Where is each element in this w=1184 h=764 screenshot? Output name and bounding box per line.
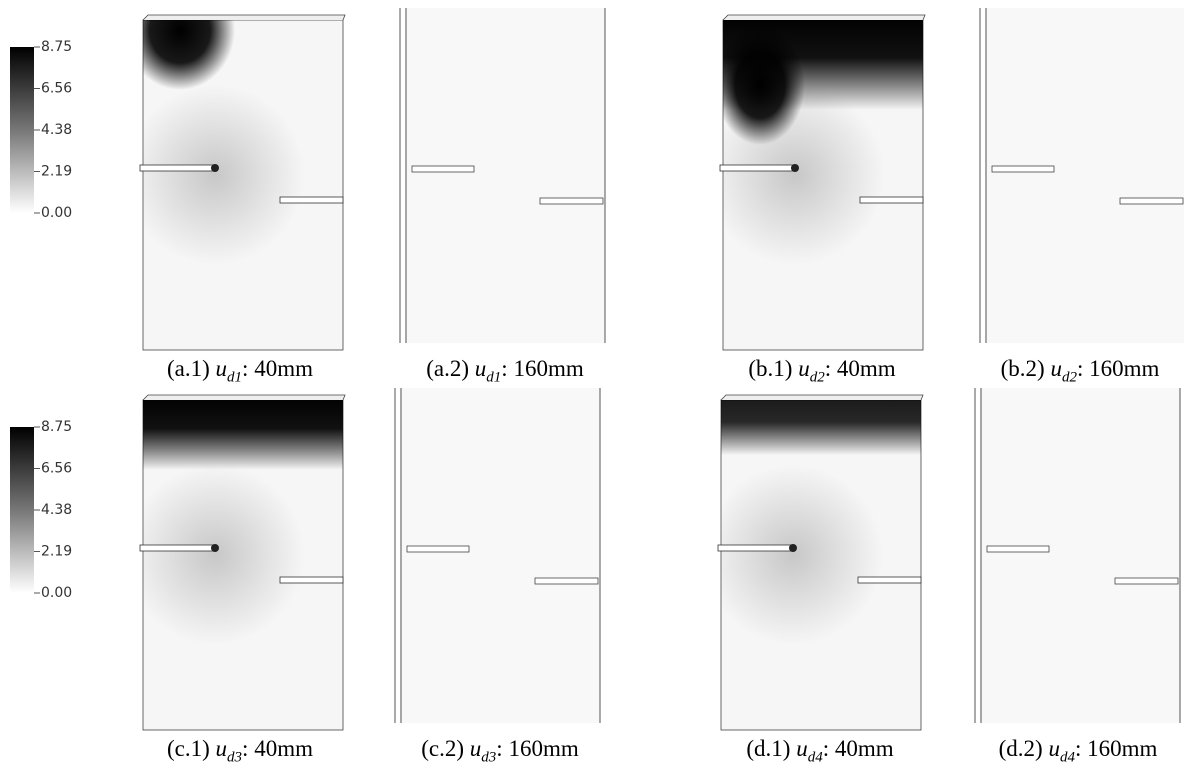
caption-suffix: : 40mm [242, 736, 313, 761]
figure: 8.75 6.56 4.38 2.19 0.00 8.75 6.56 4.38 2.19 0.00… [0, 0, 1184, 764]
caption-subscript: d4 [1060, 750, 1075, 764]
crack [280, 197, 343, 203]
caption: (d.1) ud4: 40mm [746, 736, 893, 764]
crack [407, 546, 469, 552]
colorbar [10, 47, 34, 213]
caption-label: (d.2) [999, 736, 1043, 761]
caption-subscript: d3 [227, 750, 242, 764]
caption-label: (b.2) [1001, 356, 1045, 381]
crack [987, 546, 1049, 552]
colorbar-tick-label: 0.00 [41, 205, 72, 221]
crack-tip [789, 544, 797, 552]
caption-subscript: d1 [227, 370, 242, 386]
caption-symbol: u [216, 736, 228, 761]
crack [140, 165, 215, 171]
caption: (b.2) ud2: 160mm [1001, 356, 1160, 387]
damage-zone [718, 395, 928, 455]
colorbar-tick-label: 0.00 [41, 585, 72, 601]
crack-tip [211, 544, 219, 552]
colorbar-tick-label: 4.38 [41, 122, 72, 138]
crack [280, 577, 343, 583]
panel-image [400, 8, 605, 343]
crack [718, 545, 793, 551]
shade [125, 465, 305, 645]
caption: (a.1) ud1: 40mm [167, 356, 313, 387]
caption-suffix: : 40mm [825, 356, 896, 381]
caption-suffix: : 40mm [242, 356, 313, 381]
panel-image [975, 388, 1180, 723]
block-top [723, 15, 925, 20]
crack [1115, 578, 1178, 584]
crack [992, 166, 1054, 172]
panel-image [980, 8, 1184, 343]
caption-label: (a.2) [426, 356, 469, 381]
caption-symbol: u [1048, 736, 1060, 761]
caption-symbol: u [796, 736, 808, 761]
damage-zone [140, 395, 350, 470]
caption-symbol: u [1050, 356, 1062, 381]
caption-symbol: u [475, 356, 487, 381]
caption-symbol: u [470, 736, 482, 761]
crack [860, 197, 923, 203]
caption-label: (c.1) [167, 736, 210, 761]
caption: (a.2) ud1: 160mm [426, 356, 583, 387]
panel-image [703, 395, 928, 730]
frame-face [400, 388, 600, 723]
crack [858, 577, 921, 583]
caption-label: (d.1) [746, 736, 790, 761]
caption-label: (a.1) [167, 356, 210, 381]
caption-symbol: u [216, 356, 228, 381]
frame-face [985, 8, 1184, 343]
colorbar-tick-label: 4.38 [41, 502, 72, 518]
shade [125, 85, 305, 265]
colorbar-tick-label: 2.19 [41, 164, 72, 180]
caption-subscript: d1 [486, 370, 501, 386]
caption-label: (b.1) [748, 356, 792, 381]
crack-tip [211, 164, 219, 172]
caption: (d.2) ud4: 160mm [999, 736, 1158, 764]
crack [1120, 198, 1183, 204]
caption-subscript: d4 [808, 750, 823, 764]
caption: (c.2) ud3: 160mm [421, 736, 578, 764]
block-top [721, 395, 923, 400]
damage-zone [715, 25, 805, 145]
caption-suffix: : 160mm [496, 736, 578, 761]
caption-suffix: : 160mm [1077, 356, 1159, 381]
frame-face [405, 8, 605, 343]
block-top [143, 395, 345, 400]
caption-subscript: d2 [810, 370, 825, 386]
caption-suffix: : 40mm [823, 736, 894, 761]
caption: (c.1) ud3: 40mm [167, 736, 313, 764]
caption-subscript: d2 [1062, 370, 1077, 386]
panel-image [125, 0, 345, 350]
colorbar-tick-label: 8.75 [41, 39, 72, 55]
caption: (b.1) ud2: 40mm [748, 356, 895, 387]
crack [535, 578, 598, 584]
crack [140, 545, 215, 551]
crack [540, 198, 603, 204]
caption-symbol: u [798, 356, 810, 381]
block-top [143, 15, 345, 20]
caption-subscript: d3 [481, 750, 496, 764]
caption-label: (c.2) [421, 736, 464, 761]
panel-image [395, 388, 600, 723]
colorbar-tick-label: 6.56 [41, 81, 72, 97]
shade [703, 465, 883, 645]
crack [412, 166, 474, 172]
colorbar-tick-label: 8.75 [41, 419, 72, 435]
colorbar [10, 427, 34, 593]
crack [720, 165, 795, 171]
caption-suffix: : 160mm [501, 356, 583, 381]
panel-image [705, 15, 930, 350]
caption-suffix: : 160mm [1075, 736, 1157, 761]
colorbar-tick-label: 6.56 [41, 461, 72, 477]
colorbar-tick-label: 2.19 [41, 544, 72, 560]
panel-image [125, 395, 350, 730]
frame-face [980, 388, 1180, 723]
crack-tip [791, 164, 799, 172]
